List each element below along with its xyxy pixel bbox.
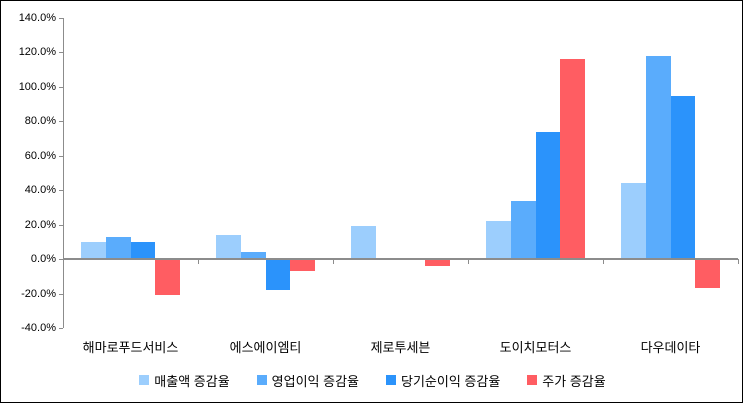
y-axis-tick-label: -40.0% bbox=[21, 322, 56, 334]
bar-s0-c2 bbox=[351, 226, 376, 260]
y-axis-tick bbox=[59, 294, 63, 295]
category-label: 에스에이엠티 bbox=[229, 340, 302, 355]
y-axis-tick bbox=[59, 121, 63, 122]
legend-marker-icon bbox=[386, 375, 396, 385]
legend-item: 주가 증감율 bbox=[527, 371, 606, 390]
legend: 매출액 증감율 영업이익 증감율 당기순이익 증감율 주가 증감율 bbox=[1, 367, 742, 393]
legend-label: 영업이익 증감율 bbox=[271, 373, 359, 389]
bar-s2-c0 bbox=[130, 241, 155, 260]
y-axis-tick-label: 60.0% bbox=[24, 150, 56, 162]
category-label: 다우데이타 bbox=[640, 340, 701, 355]
bar-s3-c2 bbox=[425, 259, 450, 266]
bar-s0-c3 bbox=[486, 221, 511, 260]
category-label: 제로투세븐 bbox=[370, 340, 431, 355]
y-axis-tick bbox=[59, 225, 63, 226]
legend-label: 주가 증감율 bbox=[542, 373, 606, 389]
bar-s2-c1 bbox=[265, 259, 290, 291]
legend-marker-icon bbox=[527, 375, 538, 385]
y-axis-tick bbox=[59, 328, 63, 329]
y-axis-tick bbox=[59, 259, 63, 260]
legend-label: 매출액 증감율 bbox=[154, 373, 230, 389]
bar-s1-c1 bbox=[241, 252, 266, 260]
y-axis-tick-label: 80.0% bbox=[24, 115, 56, 127]
legend-marker-icon bbox=[256, 375, 267, 385]
bar-s1-c0 bbox=[106, 236, 131, 260]
y-axis-tick-label: 20.0% bbox=[24, 219, 56, 231]
category-label: 도이치모터스 bbox=[499, 340, 572, 355]
y-axis-tick bbox=[59, 52, 63, 53]
legend-item: 매출액 증감율 bbox=[139, 371, 230, 390]
x-axis-tick bbox=[63, 259, 64, 264]
x-axis-tick bbox=[198, 259, 199, 264]
legend-item: 당기순이익 증감율 bbox=[386, 371, 500, 390]
x-axis-line bbox=[63, 258, 738, 260]
y-axis-tick bbox=[59, 156, 63, 157]
x-axis-tick bbox=[738, 259, 739, 264]
bar-s3-c3 bbox=[560, 59, 585, 260]
y-axis-tick-label: 120.0% bbox=[18, 46, 56, 58]
bar-s0-c1 bbox=[216, 235, 241, 260]
bar-s3-c0 bbox=[155, 259, 180, 296]
bar-s3-c1 bbox=[290, 259, 315, 272]
y-axis-line bbox=[63, 18, 64, 328]
y-axis-tick-label: 0.0% bbox=[30, 253, 56, 265]
bar-s1-c4 bbox=[646, 55, 671, 260]
y-axis-tick bbox=[59, 18, 63, 19]
bar-s1-c3 bbox=[511, 200, 536, 260]
legend-item: 영업이익 증감율 bbox=[256, 371, 359, 390]
bar-s3-c4 bbox=[695, 259, 720, 289]
x-axis-tick bbox=[333, 259, 334, 264]
y-axis-tick-label: 140.0% bbox=[18, 12, 56, 24]
bar-s0-c0 bbox=[81, 241, 106, 260]
legend-label: 당기순이익 증감율 bbox=[401, 373, 501, 389]
bar-s2-c4 bbox=[670, 95, 695, 260]
category-label: 해마로푸드서비스 bbox=[82, 340, 179, 355]
bar-s2-c3 bbox=[535, 131, 560, 260]
y-axis-tick bbox=[59, 190, 63, 191]
y-axis-tick-label: -20.0% bbox=[21, 288, 56, 300]
x-axis-tick bbox=[603, 259, 604, 264]
y-axis-tick-label: 100.0% bbox=[18, 81, 56, 93]
y-axis-tick bbox=[59, 87, 63, 88]
bar-s0-c4 bbox=[621, 183, 646, 260]
y-axis-tick-label: 40.0% bbox=[24, 184, 56, 196]
x-axis-tick bbox=[468, 259, 469, 264]
legend-marker-icon bbox=[139, 375, 150, 385]
